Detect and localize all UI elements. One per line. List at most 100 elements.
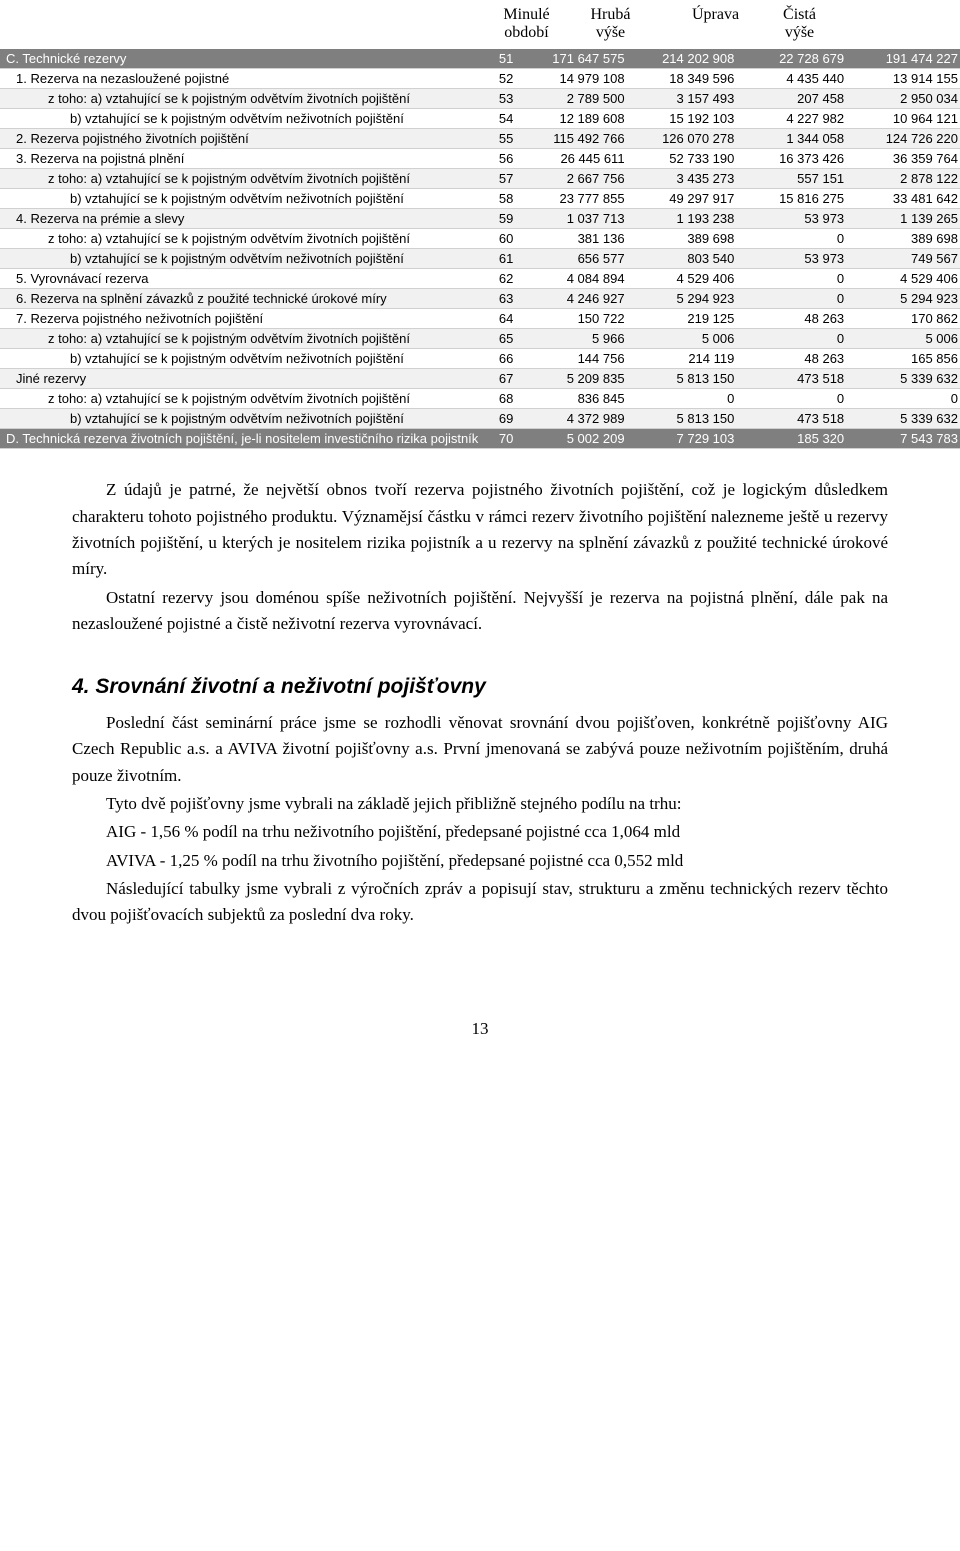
row-code: 60 [492, 229, 521, 249]
page-number: 13 [0, 1019, 960, 1059]
row-label: b) vztahující se k pojistným odvětvím ne… [0, 409, 492, 429]
table-row: 6. Rezerva na splnění závazků z použité … [0, 289, 960, 309]
row-code: 67 [492, 369, 521, 389]
col-header-minule: Minuléobdobí [495, 6, 558, 43]
paragraph-7: Následující tabulky jsme vybrali z výroč… [72, 876, 888, 929]
row-value-2: 5 006 [631, 329, 741, 349]
row-value-3: 53 973 [740, 209, 850, 229]
row-value-2: 219 125 [631, 309, 741, 329]
table-row: z toho: a) vztahující se k pojistným odv… [0, 169, 960, 189]
row-value-2: 49 297 917 [631, 189, 741, 209]
row-value-4: 124 726 220 [850, 129, 960, 149]
row-value-1: 26 445 611 [521, 149, 631, 169]
row-code: 68 [492, 389, 521, 409]
row-value-1: 836 845 [521, 389, 631, 409]
row-value-1: 2 789 500 [521, 89, 631, 109]
row-value-1: 12 189 608 [521, 109, 631, 129]
row-value-3: 185 320 [740, 429, 850, 449]
row-label: D. Technická rezerva životních pojištění… [0, 429, 492, 449]
col-header-uprava: Úprava [663, 6, 768, 43]
row-value-3: 15 816 275 [740, 189, 850, 209]
reserves-table: C. Technické rezervy51171 647 575214 202… [0, 49, 960, 450]
paragraph-2: Ostatní rezervy jsou doménou spíše neživ… [72, 585, 888, 638]
row-value-3: 48 263 [740, 309, 850, 329]
table-row: 1. Rezerva na nezasloužené pojistné5214 … [0, 69, 960, 89]
row-value-2: 7 729 103 [631, 429, 741, 449]
row-value-3: 4 435 440 [740, 69, 850, 89]
row-value-3: 0 [740, 229, 850, 249]
row-value-4: 4 529 406 [850, 269, 960, 289]
row-label: z toho: a) vztahující se k pojistným odv… [0, 329, 492, 349]
row-label: b) vztahující se k pojistným odvětvím ne… [0, 249, 492, 269]
row-value-3: 22 728 679 [740, 49, 850, 69]
row-label: 6. Rezerva na splnění závazků z použité … [0, 289, 492, 309]
paragraph-4: Tyto dvě pojišťovny jsme vybrali na zákl… [72, 791, 888, 817]
row-label: Jiné rezervy [0, 369, 492, 389]
row-value-2: 126 070 278 [631, 129, 741, 149]
row-value-2: 18 349 596 [631, 69, 741, 89]
row-value-4: 36 359 764 [850, 149, 960, 169]
row-value-3: 16 373 426 [740, 149, 850, 169]
row-value-4: 165 856 [850, 349, 960, 369]
row-label: 7. Rezerva pojistného neživotních pojišt… [0, 309, 492, 329]
row-value-1: 1 037 713 [521, 209, 631, 229]
row-value-2: 52 733 190 [631, 149, 741, 169]
table-row: 7. Rezerva pojistného neživotních pojišt… [0, 309, 960, 329]
row-value-4: 33 481 642 [850, 189, 960, 209]
row-label: 5. Vyrovnávací rezerva [0, 269, 492, 289]
section-heading-4: 4. Srovnání životní a neživotní pojišťov… [72, 671, 888, 704]
row-label: z toho: a) vztahující se k pojistným odv… [0, 389, 492, 409]
table-row: z toho: a) vztahující se k pojistným odv… [0, 89, 960, 109]
table-row: 2. Rezerva pojistného životních pojištěn… [0, 129, 960, 149]
row-label: b) vztahující se k pojistným odvětvím ne… [0, 349, 492, 369]
row-value-4: 5 339 632 [850, 369, 960, 389]
row-value-4: 389 698 [850, 229, 960, 249]
table-column-headers: Minuléobdobí Hrubávýše Úprava Čistávýše [0, 0, 960, 49]
row-label: C. Technické rezervy [0, 49, 492, 69]
row-value-2: 4 529 406 [631, 269, 741, 289]
table-row: z toho: a) vztahující se k pojistným odv… [0, 389, 960, 409]
row-value-2: 803 540 [631, 249, 741, 269]
row-value-1: 4 084 894 [521, 269, 631, 289]
col-header-cista: Čistávýše [768, 6, 831, 43]
row-value-2: 5 813 150 [631, 409, 741, 429]
row-code: 53 [492, 89, 521, 109]
row-value-1: 5 002 209 [521, 429, 631, 449]
row-value-1: 150 722 [521, 309, 631, 329]
row-label: 3. Rezerva na pojistná plnění [0, 149, 492, 169]
table-row: b) vztahující se k pojistným odvětvím ne… [0, 109, 960, 129]
row-label: z toho: a) vztahující se k pojistným odv… [0, 89, 492, 109]
table-row: z toho: a) vztahující se k pojistným odv… [0, 229, 960, 249]
row-label: 1. Rezerva na nezasloužené pojistné [0, 69, 492, 89]
row-value-4: 5 294 923 [850, 289, 960, 309]
row-code: 52 [492, 69, 521, 89]
table-row: b) vztahující se k pojistným odvětvím ne… [0, 409, 960, 429]
row-label: 4. Rezerva na prémie a slevy [0, 209, 492, 229]
row-code: 70 [492, 429, 521, 449]
row-code: 58 [492, 189, 521, 209]
col-header-hruba: Hrubávýše [558, 6, 663, 43]
row-value-1: 381 136 [521, 229, 631, 249]
row-value-3: 473 518 [740, 369, 850, 389]
row-value-1: 144 756 [521, 349, 631, 369]
paragraph-6-aviva: AVIVA - 1,25 % podíl na trhu životního p… [72, 848, 888, 874]
row-value-3: 207 458 [740, 89, 850, 109]
row-code: 63 [492, 289, 521, 309]
row-value-3: 0 [740, 289, 850, 309]
row-value-2: 214 202 908 [631, 49, 741, 69]
row-value-1: 5 966 [521, 329, 631, 349]
row-value-3: 557 151 [740, 169, 850, 189]
row-value-1: 2 667 756 [521, 169, 631, 189]
row-value-3: 473 518 [740, 409, 850, 429]
row-value-3: 4 227 982 [740, 109, 850, 129]
row-code: 59 [492, 209, 521, 229]
paragraph-1: Z údajů je patrné, že největší obnos tvo… [72, 477, 888, 582]
table-row: b) vztahující se k pojistným odvětvím ne… [0, 249, 960, 269]
row-value-3: 0 [740, 389, 850, 409]
row-code: 64 [492, 309, 521, 329]
row-label: b) vztahující se k pojistným odvětvím ne… [0, 109, 492, 129]
row-label: z toho: a) vztahující se k pojistným odv… [0, 169, 492, 189]
row-value-2: 3 157 493 [631, 89, 741, 109]
row-value-2: 0 [631, 389, 741, 409]
table-row: 4. Rezerva na prémie a slevy591 037 7131… [0, 209, 960, 229]
